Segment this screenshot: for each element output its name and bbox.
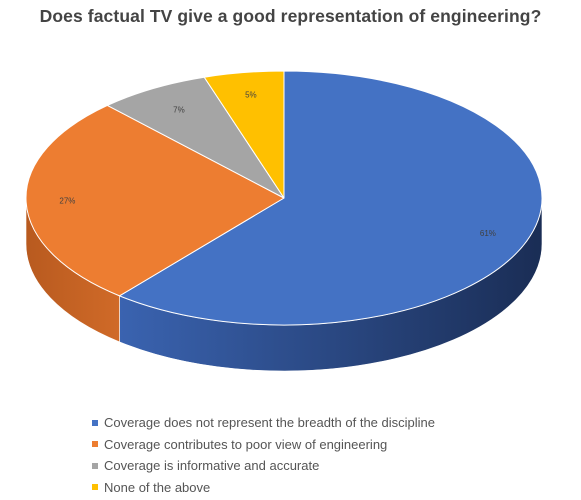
pie-slice-coverage-does-not-represent-the-breadth-of-the-discipline <box>119 70 543 326</box>
data-label-coverage-contributes-to-poor-view-of-engineering: 27% <box>59 196 75 205</box>
legend-swatch <box>92 419 98 426</box>
legend-label: Coverage is informative and accurate <box>104 458 320 474</box>
pie-slice-coverage-is-informative-and-accurate <box>106 76 285 199</box>
legend-item-coverage-is-informative-and-accurate: Coverage is informative and accurate <box>92 455 435 477</box>
pie-chart: 61% 27% 7% 5% <box>25 70 543 372</box>
legend-label: Coverage contributes to poor view of eng… <box>104 436 388 452</box>
legend-item-coverage-contributes-to-poor-view-of-engineering: Coverage contributes to poor view of eng… <box>92 434 435 456</box>
chart-legend: Coverage does not represent the breadth … <box>92 412 435 498</box>
legend-swatch <box>92 484 98 491</box>
legend-swatch <box>92 462 98 469</box>
pie-slice-coverage-contributes-to-poor-view-of-engineering <box>25 104 285 297</box>
chart-title: Does factual TV give a good representati… <box>39 6 542 26</box>
data-label-coverage-does-not-represent-the-breadth-of-the-discipline: 61% <box>480 229 496 238</box>
data-label-coverage-is-informative-and-accurate: 7% <box>173 106 185 115</box>
legend-label: None of the above <box>104 479 211 495</box>
legend-swatch <box>92 441 98 448</box>
pie-slice-none-of-the-above <box>203 70 285 199</box>
legend-label: Coverage does not represent the breadth … <box>104 415 435 431</box>
data-label-none-of-the-above: 5% <box>245 90 257 99</box>
legend-item-none-of-the-above: None of the above <box>92 477 435 499</box>
legend-item-coverage-does-not-represent-the-breadth-of-the-discipline: Coverage does not represent the breadth … <box>92 412 435 434</box>
